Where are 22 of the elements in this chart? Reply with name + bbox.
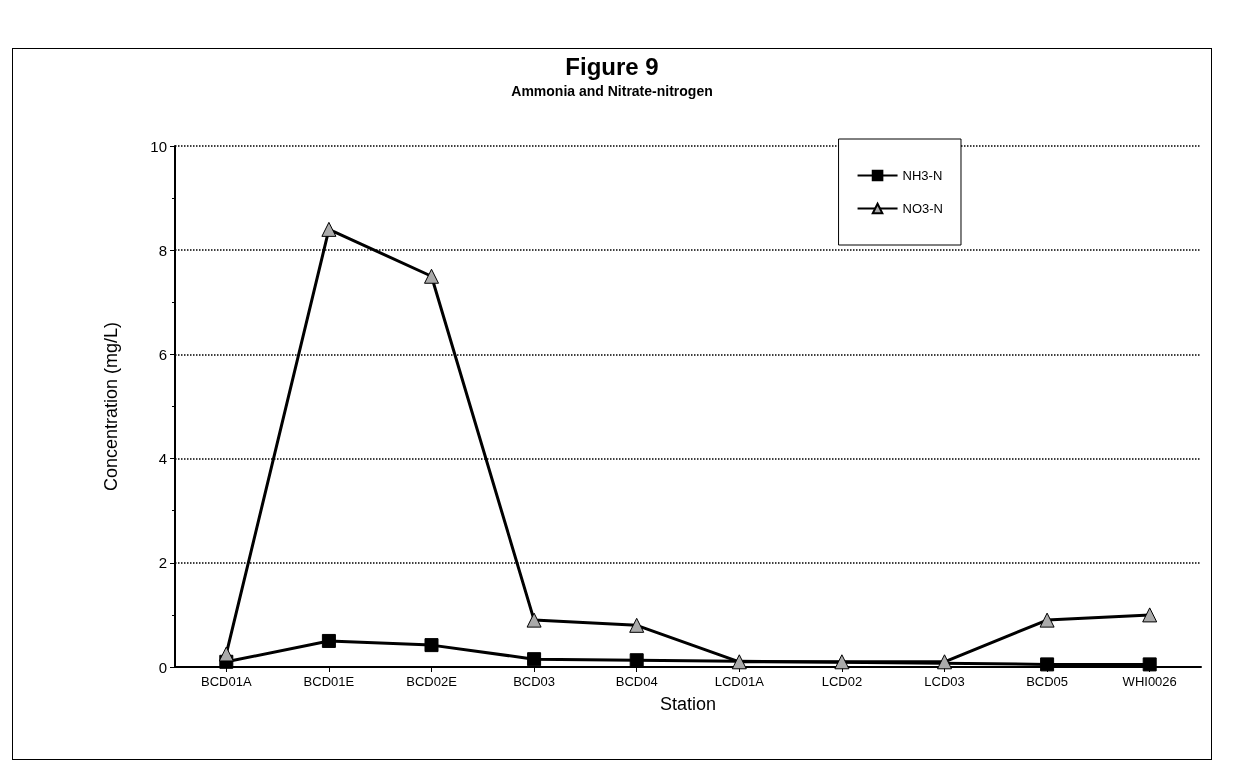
y-tick-label: 0 xyxy=(158,658,167,676)
x-tick-label: BCD04 xyxy=(615,674,658,689)
y-axis-title: Concentration (mg/L) xyxy=(101,321,121,492)
x-tick-label: LCD03 xyxy=(924,674,965,689)
x-tick-label: BCD01E xyxy=(303,674,355,689)
x-axis-title: Station xyxy=(659,694,717,714)
x-tick-label: BCD03 xyxy=(513,674,556,689)
y-tick-label: 6 xyxy=(158,345,167,363)
x-tick-label: BCD05 xyxy=(1026,674,1069,689)
y-tick-label: 8 xyxy=(158,241,167,259)
chart-subtitle: Ammonia and Nitrate-nitrogen xyxy=(511,83,713,99)
x-tick-label: LCD01A xyxy=(714,674,765,689)
y-tick-label: 2 xyxy=(158,554,167,572)
x-tick-label: LCD02 xyxy=(821,674,863,689)
y-tick-label: 4 xyxy=(158,450,167,468)
x-tick-label: BCD02E xyxy=(406,674,458,689)
legend-label: NO3-N xyxy=(902,201,944,216)
x-tick-label: BCD01A xyxy=(201,674,252,689)
x-tick-label: WHI0026 xyxy=(1122,674,1177,689)
chart-title: Figure 9 xyxy=(565,52,659,80)
y-tick-label: 10 xyxy=(150,137,167,155)
legend-label: NH3-N xyxy=(902,168,943,183)
